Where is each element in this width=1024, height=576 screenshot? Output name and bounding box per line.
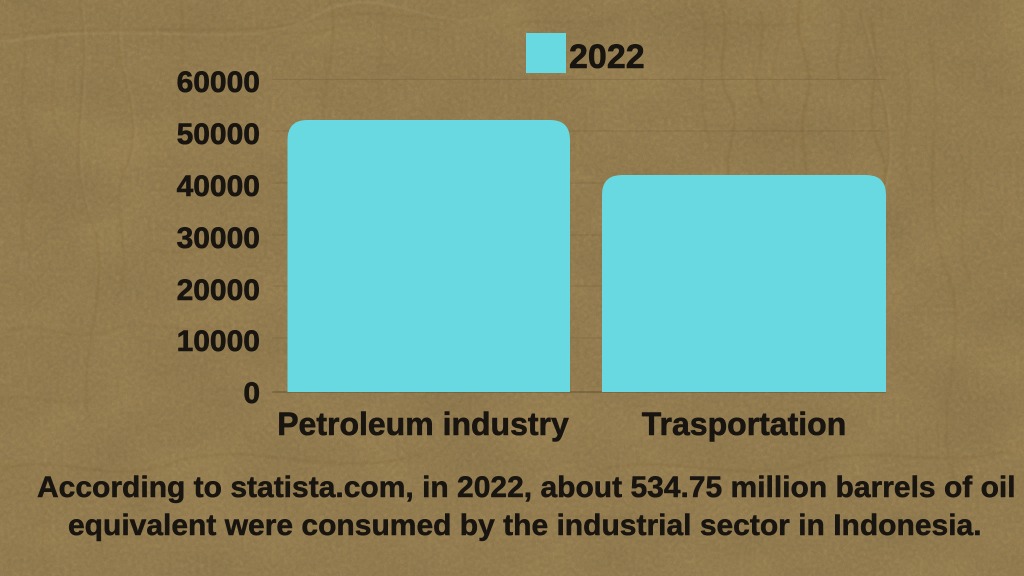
svg-text:50000: 50000: [177, 118, 260, 151]
svg-text:Trasportation: Trasportation: [642, 406, 846, 442]
svg-text:60000: 60000: [177, 66, 260, 99]
svg-text:Petroleum industry: Petroleum industry: [277, 406, 569, 442]
svg-text:10000: 10000: [177, 325, 260, 358]
svg-text:According to statista.com, in: According to statista.com, in 2022, abou…: [37, 471, 1016, 504]
svg-text:equivalent were consumed by th: equivalent were consumed by the industri…: [68, 509, 982, 542]
svg-text:0: 0: [243, 377, 260, 410]
svg-text:30000: 30000: [177, 222, 260, 255]
svg-text:20000: 20000: [177, 274, 260, 307]
svg-text:2022: 2022: [569, 38, 645, 76]
svg-text:40000: 40000: [177, 170, 260, 203]
